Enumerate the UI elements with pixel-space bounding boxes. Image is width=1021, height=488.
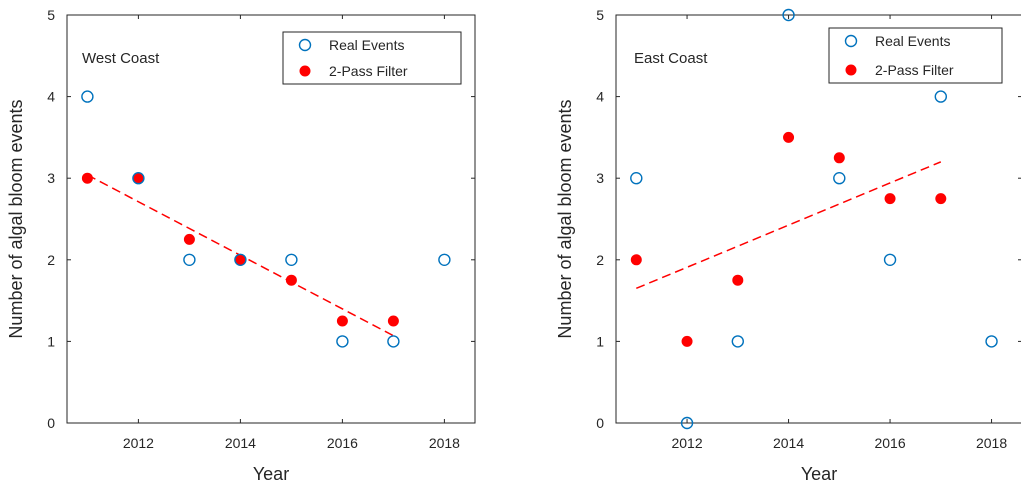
x-tick-label: 2016 bbox=[874, 435, 905, 451]
y-tick-label: 0 bbox=[596, 415, 604, 431]
y-tick-label: 1 bbox=[596, 333, 604, 349]
y-axis-label: Number of algal bloom events bbox=[6, 99, 26, 338]
x-tick-label: 2014 bbox=[773, 435, 804, 451]
legend-label-filter: 2-Pass Filter bbox=[875, 62, 954, 78]
legend-swatch-filter bbox=[300, 66, 310, 76]
filter-point bbox=[784, 132, 794, 142]
filter-point bbox=[388, 316, 398, 326]
y-tick-label: 3 bbox=[47, 170, 55, 186]
filter-point bbox=[733, 275, 743, 285]
y-tick-label: 0 bbox=[47, 415, 55, 431]
y-tick-label: 4 bbox=[47, 89, 55, 105]
legend: Real Events 2-Pass Filter bbox=[829, 28, 1002, 83]
legend: Real Events 2-Pass Filter bbox=[283, 32, 461, 84]
y-tick-label: 2 bbox=[47, 252, 55, 268]
x-tick-label: 2012 bbox=[123, 435, 154, 451]
legend-swatch-filter bbox=[846, 65, 856, 75]
filter-point bbox=[631, 255, 641, 265]
y-tick-label: 1 bbox=[47, 333, 55, 349]
filter-point bbox=[936, 194, 946, 204]
panel-annotation: East Coast bbox=[634, 50, 708, 67]
y-axis-label: Number of algal bloom events bbox=[555, 99, 575, 338]
chart-1-west: 0 1 2 3 4 5 2012 2014 2016 2018 Year Number of alga… bbox=[6, 7, 475, 484]
filter-point bbox=[885, 194, 895, 204]
legend-label-real: Real Events bbox=[875, 33, 950, 49]
y-tick-label: 3 bbox=[596, 170, 604, 186]
y-tick-label: 5 bbox=[47, 7, 55, 23]
filter-point bbox=[834, 153, 844, 163]
x-tick-label: 2014 bbox=[225, 435, 256, 451]
legend-label-real: Real Events bbox=[329, 37, 404, 53]
y-tick-label: 4 bbox=[596, 89, 604, 105]
x-tick-label: 2012 bbox=[671, 435, 702, 451]
x-axis-label: Year bbox=[801, 464, 837, 484]
filter-point bbox=[286, 275, 296, 285]
filter-point bbox=[184, 234, 194, 244]
x-tick-label: 2018 bbox=[976, 435, 1007, 451]
y-tick-label: 5 bbox=[596, 7, 604, 23]
panel-annotation: West Coast bbox=[82, 50, 160, 67]
x-tick-label: 2016 bbox=[327, 435, 358, 451]
chart-2-east: 0 1 2 3 4 5 2012 2014 2016 2018 Year Number of alga… bbox=[555, 7, 1021, 484]
legend-label-filter: 2-Pass Filter bbox=[329, 63, 408, 79]
y-tick-label: 2 bbox=[596, 252, 604, 268]
x-axis-label: Year bbox=[253, 464, 289, 484]
filter-point bbox=[82, 173, 92, 183]
x-tick-label: 2018 bbox=[429, 435, 460, 451]
filter-point bbox=[337, 316, 347, 326]
filter-point bbox=[682, 336, 692, 346]
